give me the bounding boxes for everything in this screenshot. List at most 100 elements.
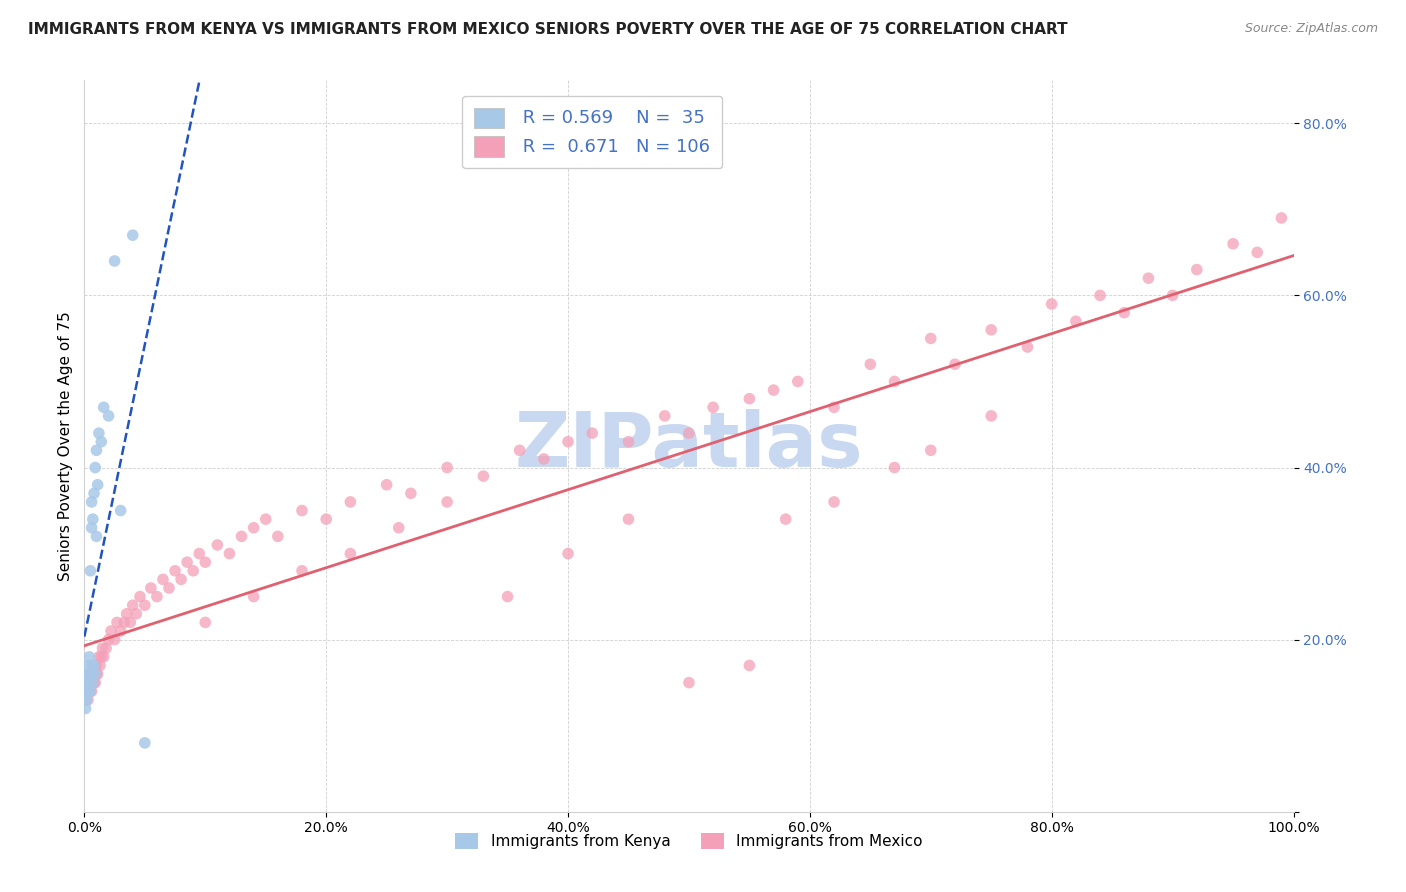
Point	[242, 521, 264, 535]
Point	[980, 409, 1002, 423]
Point	[121, 598, 143, 612]
Legend: Immigrants from Kenya, Immigrants from Mexico: Immigrants from Kenya, Immigrants from M…	[450, 827, 928, 855]
Point	[883, 375, 905, 389]
Point	[82, 658, 104, 673]
Point	[883, 460, 905, 475]
Point	[76, 675, 98, 690]
Point	[399, 486, 422, 500]
Point	[218, 547, 240, 561]
Point	[134, 598, 156, 612]
Point	[104, 254, 127, 268]
Point	[79, 675, 101, 690]
Point	[76, 693, 98, 707]
Point	[207, 538, 229, 552]
Point	[104, 632, 127, 647]
Point	[557, 434, 579, 449]
Point	[738, 392, 761, 406]
Point	[267, 529, 290, 543]
Point	[79, 684, 101, 698]
Point	[86, 667, 108, 681]
Point	[920, 443, 942, 458]
Point	[79, 564, 101, 578]
Point	[762, 383, 785, 397]
Point	[75, 675, 97, 690]
Point	[83, 658, 105, 673]
Point	[75, 684, 97, 698]
Point	[84, 667, 107, 681]
Point	[139, 581, 162, 595]
Point	[93, 649, 115, 664]
Point	[80, 684, 103, 698]
Point	[496, 590, 519, 604]
Point	[91, 641, 114, 656]
Point	[134, 736, 156, 750]
Point	[165, 564, 187, 578]
Point	[100, 624, 122, 638]
Point	[80, 658, 103, 673]
Y-axis label: Seniors Poverty Over the Age of 75: Seniors Poverty Over the Age of 75	[58, 311, 73, 581]
Point	[823, 495, 845, 509]
Point	[90, 649, 112, 664]
Point	[617, 434, 640, 449]
Point	[315, 512, 337, 526]
Point	[94, 641, 117, 656]
Point	[194, 615, 217, 630]
Point	[859, 357, 882, 371]
Point	[472, 469, 495, 483]
Point	[77, 658, 100, 673]
Point	[176, 555, 198, 569]
Point	[84, 460, 107, 475]
Point	[436, 460, 458, 475]
Point	[77, 649, 100, 664]
Point	[291, 564, 314, 578]
Point	[79, 667, 101, 681]
Point	[1088, 288, 1111, 302]
Point	[75, 684, 97, 698]
Point	[678, 675, 700, 690]
Point	[77, 693, 100, 707]
Point	[87, 649, 110, 664]
Point	[86, 529, 108, 543]
Point	[84, 675, 107, 690]
Point	[170, 573, 193, 587]
Point	[93, 401, 115, 415]
Point	[339, 547, 361, 561]
Point	[73, 693, 96, 707]
Point	[188, 547, 211, 561]
Point	[82, 512, 104, 526]
Point	[120, 615, 142, 630]
Point	[80, 521, 103, 535]
Point	[1114, 305, 1136, 319]
Point	[1017, 340, 1039, 354]
Point	[75, 701, 97, 715]
Point	[77, 675, 100, 690]
Point	[339, 495, 361, 509]
Point	[231, 529, 253, 543]
Point	[1137, 271, 1160, 285]
Point	[80, 667, 103, 681]
Point	[943, 357, 966, 371]
Point	[775, 512, 797, 526]
Point	[115, 607, 138, 621]
Point	[509, 443, 531, 458]
Point	[388, 521, 411, 535]
Point	[129, 590, 152, 604]
Point	[87, 426, 110, 441]
Point	[75, 693, 97, 707]
Point	[533, 451, 555, 466]
Point	[157, 581, 180, 595]
Point	[146, 590, 169, 604]
Point	[83, 675, 105, 690]
Point	[77, 667, 100, 681]
Point	[125, 607, 148, 621]
Point	[80, 495, 103, 509]
Point	[86, 443, 108, 458]
Point	[89, 658, 111, 673]
Point	[1040, 297, 1063, 311]
Point	[1161, 288, 1184, 302]
Point	[617, 512, 640, 526]
Point	[97, 632, 120, 647]
Point	[152, 573, 174, 587]
Point	[181, 564, 204, 578]
Point	[86, 667, 108, 681]
